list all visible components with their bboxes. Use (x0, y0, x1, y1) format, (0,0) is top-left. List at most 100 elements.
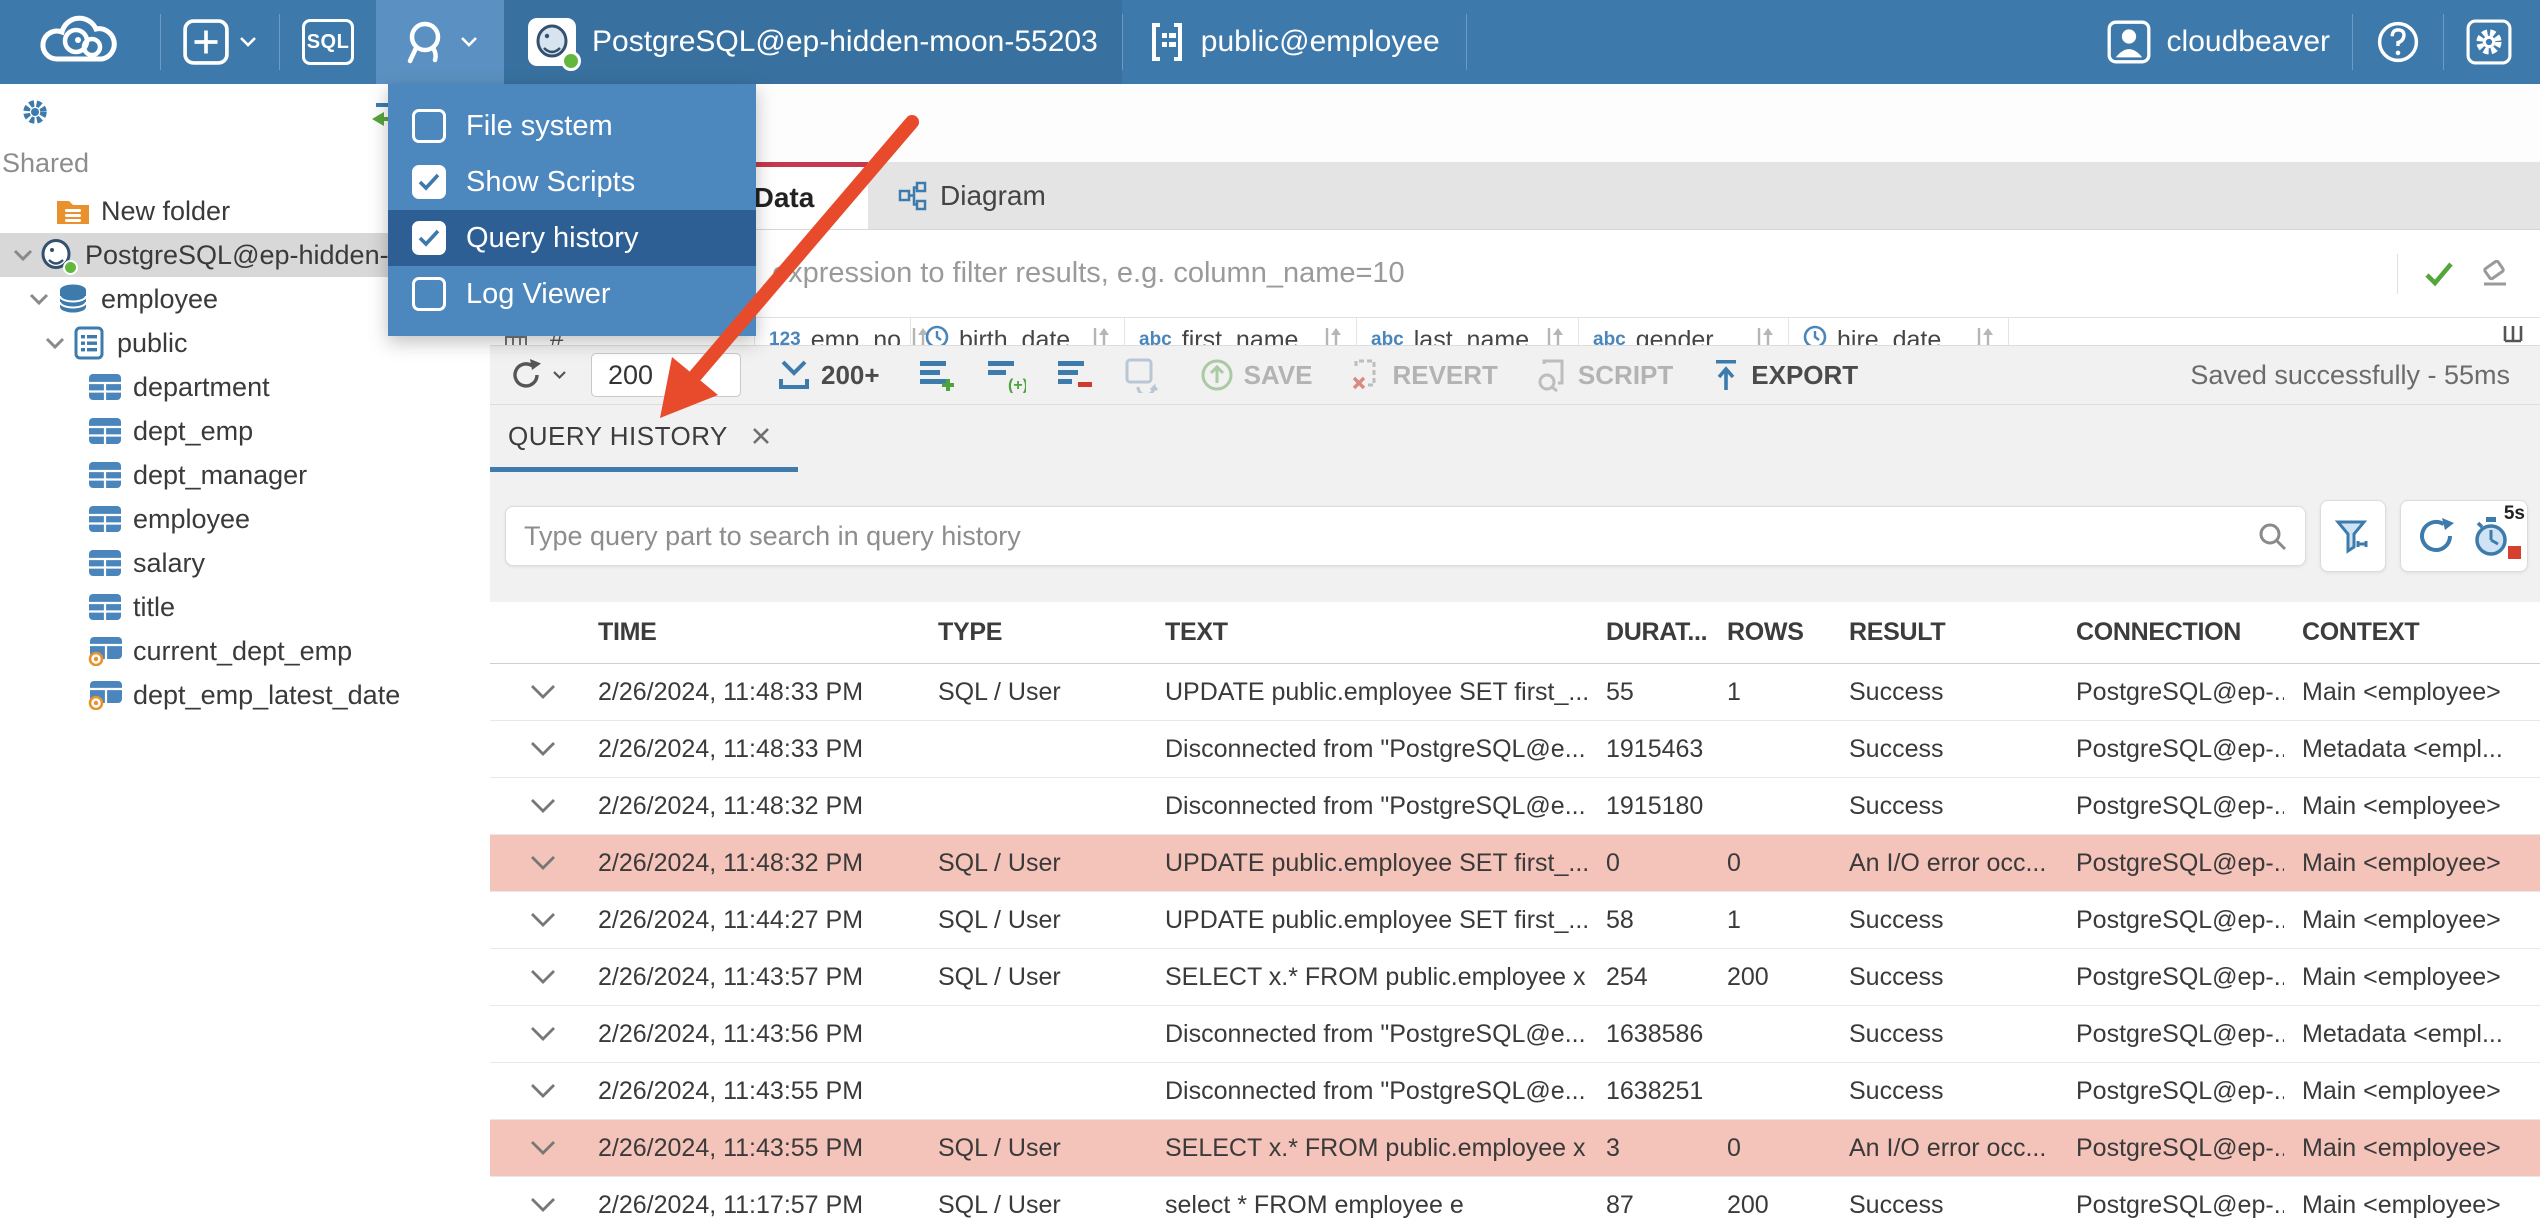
query-history-row[interactable]: 2/26/2024, 11:44:27 PM SQL / User UPDATE p… (490, 892, 2540, 949)
new-connection-button[interactable] (161, 0, 279, 84)
query-history-row[interactable]: 2/26/2024, 11:43:55 PM Disconnected from … (490, 1063, 2540, 1120)
sort-icon[interactable] (1546, 325, 1564, 345)
qh-column-header-rows[interactable]: ROWS (1727, 618, 1804, 646)
grid-column-first_name[interactable]: abc first_name (1125, 318, 1357, 345)
menu-item-file-system[interactable]: File system (388, 98, 756, 154)
tree-item-label: department (133, 371, 270, 402)
tree-item-public[interactable]: public (0, 321, 490, 365)
tab-query-history[interactable]: QUERY HISTORY (490, 405, 798, 472)
query-history-row[interactable]: 2/26/2024, 11:48:33 PM Disconnected from … (490, 721, 2540, 778)
qh-column-header-connection[interactable]: CONNECTION (2076, 618, 2242, 646)
sort-icon[interactable] (1756, 325, 1774, 345)
tools-menu-button[interactable] (376, 0, 504, 84)
expand-chevron-icon[interactable] (40, 336, 70, 350)
query-history-row[interactable]: 2/26/2024, 11:48:32 PM SQL / User UPDATE p… (490, 835, 2540, 892)
tab-data-label: Data (753, 182, 815, 213)
gear-icon (2466, 19, 2512, 65)
query-history-row[interactable]: 2/26/2024, 11:48:32 PM Disconnected from … (490, 778, 2540, 835)
user-menu-button[interactable]: cloudbeaver (2085, 0, 2352, 84)
qh-column-header-durat[interactable]: DURAT... (1606, 618, 1708, 646)
tree-item-dept-manager[interactable]: dept_manager (0, 453, 490, 497)
checkbox-checked-icon[interactable] (412, 165, 446, 199)
expand-row-chevron-icon[interactable] (505, 1026, 580, 1042)
menu-item-query-history[interactable]: Query history (388, 210, 756, 266)
qh-column-header-text[interactable]: TEXT (1165, 618, 1228, 646)
cloudbeaver-logo[interactable] (0, 0, 160, 84)
sidebar-settings-gear-icon[interactable] (18, 95, 52, 129)
query-history-row[interactable]: 2/26/2024, 11:17:57 PM SQL / User select *… (490, 1177, 2540, 1232)
qh-column-header-time[interactable]: TIME (598, 618, 657, 646)
connection-selector[interactable]: PostgreSQL@ep-hidden-moon-55203 (504, 0, 1122, 84)
apply-filter-check-icon[interactable] (2424, 261, 2454, 287)
query-history-refresh-button[interactable] (2415, 515, 2457, 557)
expand-row-chevron-icon[interactable] (505, 1083, 580, 1099)
menu-item-show-scripts[interactable]: Show Scripts (388, 154, 756, 210)
clear-filter-eraser-icon[interactable] (2480, 259, 2512, 288)
expand-chevron-icon[interactable] (8, 248, 38, 262)
qh-column-header-context[interactable]: CONTEXT (2302, 618, 2420, 646)
grid-panel-icon[interactable] (2502, 324, 2526, 345)
grid-column-hire_date[interactable]: hire_date (1789, 318, 2009, 345)
grid-column-last_name[interactable]: abc last_name (1357, 318, 1579, 345)
query-history-filter-button[interactable] (2320, 500, 2386, 572)
filter-expression-input[interactable] (490, 257, 2369, 290)
expand-row-chevron-icon[interactable] (505, 798, 580, 814)
checkbox-unchecked-icon[interactable] (412, 109, 446, 143)
tab-diagram[interactable]: Diagram (868, 162, 1076, 229)
expand-row-chevron-icon[interactable] (505, 855, 580, 871)
close-icon[interactable] (750, 425, 772, 447)
tree-item-title[interactable]: title (0, 585, 490, 629)
query-history-row[interactable]: 2/26/2024, 11:43:55 PM SQL / User SELECT x… (490, 1120, 2540, 1177)
sort-icon[interactable] (1092, 325, 1110, 345)
view-icon (86, 636, 124, 666)
tree-item-employee[interactable]: employee (0, 277, 490, 321)
qh-column-header-type[interactable]: TYPE (938, 618, 1003, 646)
checkbox-checked-icon[interactable] (412, 221, 446, 255)
delete-row-button[interactable] (1056, 357, 1094, 393)
sort-icon[interactable] (1324, 325, 1342, 345)
grid-column-birth_date[interactable]: birth_date (911, 318, 1125, 345)
menu-item-log-viewer[interactable]: Log Viewer (388, 266, 756, 322)
save-button[interactable]: SAVE (1200, 358, 1312, 392)
sort-icon[interactable] (1976, 325, 1994, 345)
add-row-button[interactable] (918, 357, 956, 393)
tree-item-employee[interactable]: employee (0, 497, 490, 541)
expand-row-chevron-icon[interactable] (505, 912, 580, 928)
grid-column-emp_no[interactable]: 123 emp_no (755, 318, 929, 345)
export-button[interactable]: EXPORT (1711, 358, 1858, 392)
checkbox-unchecked-icon[interactable] (412, 277, 446, 311)
revert-button[interactable]: REVERT (1350, 358, 1498, 392)
query-history-search-input[interactable] (524, 520, 2257, 552)
copy-table-button[interactable] (1124, 357, 1162, 393)
query-history-row[interactable]: 2/26/2024, 11:48:33 PM SQL / User UPDATE p… (490, 664, 2540, 721)
tools-wrench-icon (407, 21, 441, 64)
fetch-more-button[interactable]: 200+ (777, 359, 880, 391)
refresh-button[interactable] (508, 357, 567, 393)
tree-item-current-dept-emp[interactable]: current_dept_emp (0, 629, 490, 673)
tree-item-department[interactable]: department (0, 365, 490, 409)
expand-chevron-icon[interactable] (24, 292, 54, 306)
search-icon (2259, 523, 2287, 551)
expand-row-chevron-icon[interactable] (505, 969, 580, 985)
tree-item-salary[interactable]: salary (0, 541, 490, 585)
auto-refresh-timer-button[interactable]: 5s (2471, 503, 2525, 559)
duplicate-row-button[interactable]: (+) (986, 357, 1026, 393)
expand-row-chevron-icon[interactable] (505, 684, 580, 700)
query-history-row[interactable]: 2/26/2024, 11:43:57 PM SQL / User SELECT x… (490, 949, 2540, 1006)
tree-item-new-folder[interactable]: New folder (0, 189, 490, 233)
expand-row-chevron-icon[interactable] (505, 1197, 580, 1213)
script-button[interactable]: SCRIPT (1536, 358, 1673, 392)
settings-button[interactable] (2444, 0, 2540, 84)
grid-column-gender[interactable]: abc gender (1579, 318, 1789, 345)
sql-editor-button[interactable]: SQL (280, 0, 376, 84)
help-button[interactable] (2353, 0, 2443, 84)
expand-row-chevron-icon[interactable] (505, 741, 580, 757)
query-history-row[interactable]: 2/26/2024, 11:43:56 PM Disconnected from … (490, 1006, 2540, 1063)
tree-item-dept-emp-latest-date[interactable]: dept_emp_latest_date (0, 673, 490, 717)
qh-cell-time: 2/26/2024, 11:43:57 PM (598, 962, 864, 991)
qh-column-header-result[interactable]: RESULT (1849, 618, 1946, 646)
expand-row-chevron-icon[interactable] (505, 1140, 580, 1156)
row-limit-input[interactable] (591, 353, 741, 397)
tree-item-dept-emp[interactable]: dept_emp (0, 409, 490, 453)
schema-selector[interactable]: public@employee (1123, 0, 1466, 84)
